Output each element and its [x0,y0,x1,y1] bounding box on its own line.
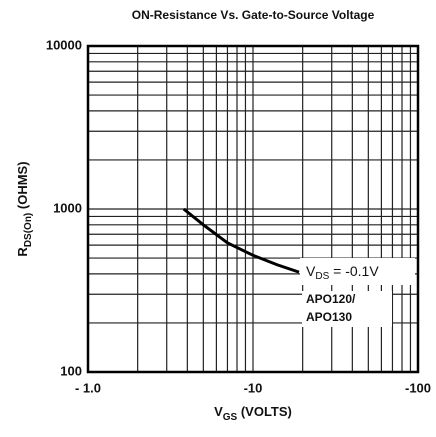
annotation-box [300,258,415,285]
x-tick-label: - 1.0 [75,380,101,395]
part-label: APO130 [306,310,352,324]
x-tick-label: -100 [405,380,431,395]
y-tick-label: 10000 [46,37,82,52]
x-axis-label: VGS (VOLTS) [214,404,292,422]
y-axis-label: RDS(On) (OHMS) [15,161,33,256]
label-box [302,291,392,327]
chart-title: ON-Resistance Vs. Gate-to-Source Voltage [132,8,375,22]
plot-frame [86,44,420,374]
y-tick-label: 100 [60,363,82,378]
data-line [182,207,300,274]
x-tick-label: -10 [244,380,263,395]
part-label: APO120/ [306,292,356,306]
y-tick-label: 1000 [53,200,82,215]
annotation: VDS = -0.1V [306,263,379,282]
